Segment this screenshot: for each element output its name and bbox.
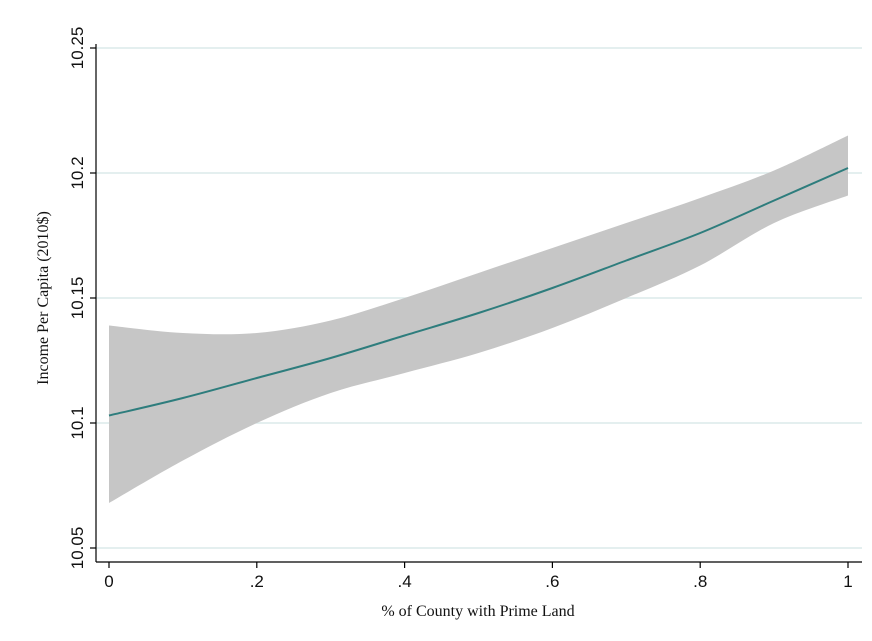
x-tick-label: .6	[545, 572, 559, 591]
x-tick-label: .8	[693, 572, 707, 591]
y-tick-label: 10.25	[68, 27, 87, 70]
x-tick-label: 1	[843, 572, 852, 591]
y-axis-title: Income Per Capita (2010$)	[35, 211, 52, 385]
y-tick-label: 10.1	[68, 406, 87, 439]
y-tick-label: 10.05	[68, 527, 87, 570]
y-tick-label: 10.2	[68, 156, 87, 189]
y-ticks: 10.05 10.1 10.15 10.2 10.25	[68, 27, 96, 570]
confidence-band	[109, 135, 848, 503]
x-ticks: 0 .2 .4 .6 .8 1	[104, 562, 853, 591]
x-tick-label: .2	[250, 572, 264, 591]
y-tick-label: 10.15	[68, 277, 87, 320]
x-tick-label: 0	[104, 572, 113, 591]
x-axis-title: % of County with Prime Land	[381, 603, 574, 620]
fit-line	[108, 167, 849, 417]
x-tick-label: .4	[398, 572, 412, 591]
